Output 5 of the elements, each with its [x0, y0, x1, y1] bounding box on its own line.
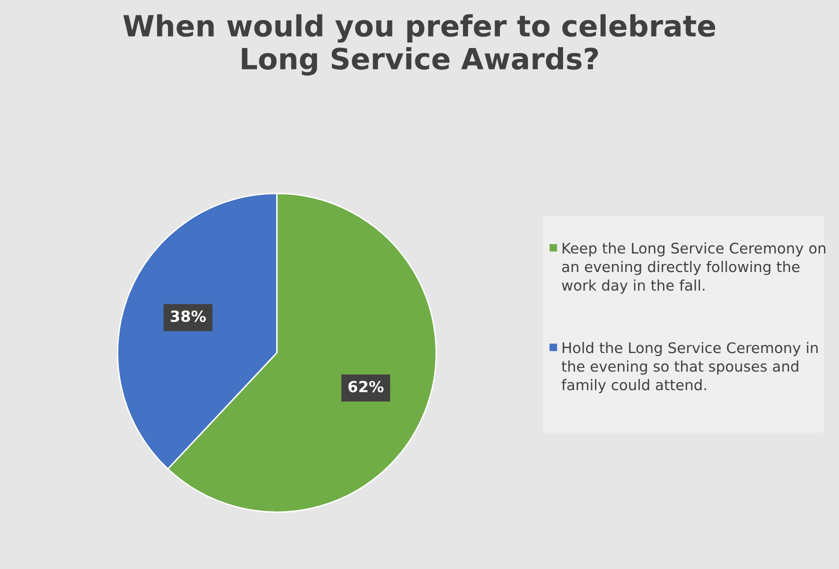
chart-title: When would you prefer to celebrate Long Service Awards?: [123, 14, 716, 76]
legend-label: Hold the Long Service Ceremony in the evening so that spouses and family could attend.: [562, 342, 818, 394]
legend-label: Keep the Long Service Ceremony on an evening directly following the work day in the fall.: [562, 242, 826, 294]
data-label: 38%: [170, 310, 206, 322]
data-label: 62%: [348, 380, 384, 392]
